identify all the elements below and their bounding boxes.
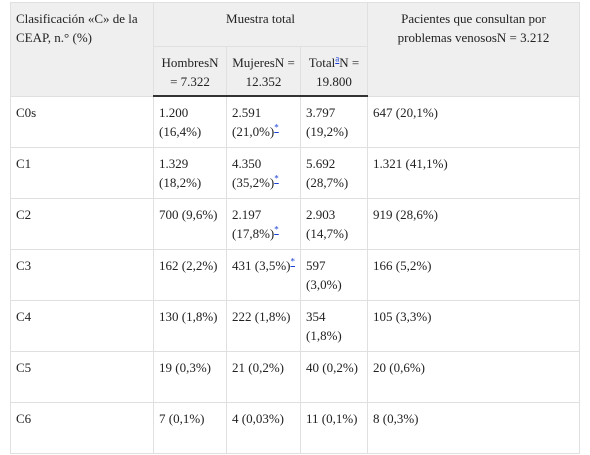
footnote-link[interactable]: * (274, 224, 279, 235)
table-cell: 647 (20,1%) (367, 95, 580, 148)
cell-text: 21 (0,2%) (232, 360, 284, 375)
header-row: HombresN = 7.322 MujeresN = 12.352 Total… (11, 46, 580, 97)
table-cell: 3.797 (19,2%) (300, 95, 368, 148)
cell-text: 919 (28,6%) (373, 207, 438, 222)
table-cell: 1.321 (41,1%) (367, 147, 580, 199)
header-cell: Clasificación «C» de la CEAP, n.° (%) (10, 2, 154, 97)
table-cell: 2.197 (17,8%)* (226, 198, 301, 250)
table-cell: 4.350 (35,2%)* (226, 147, 301, 199)
table-cell: 19 (0,3%) (153, 351, 227, 403)
footnote-link[interactable]: * (274, 122, 279, 133)
table-cell: 2.903 (14,7%) (300, 198, 368, 250)
cell-text: 105 (3,3%) (373, 309, 432, 324)
table-cell: 222 (1,8%) (226, 300, 301, 352)
cell-text: 354 (1,8%) (306, 309, 342, 343)
cell-text: 4 (0,03%) (232, 411, 284, 426)
cell-text: 5.692 (28,7%) (306, 156, 349, 190)
footnote-link[interactable]: * (290, 256, 296, 267)
header-cell: MujeresN = 12.352 (226, 46, 301, 97)
table-cell: 2.591 (21,0%)* (226, 95, 301, 148)
cell-text: 8 (0,3%) (373, 411, 419, 426)
header-text: Hombres (161, 55, 210, 70)
header-n: N = 19.800 (316, 55, 360, 89)
table-cell: 919 (28,6%) (367, 198, 580, 250)
table-cell: 5.692 (28,7%) (300, 147, 368, 199)
table-row: C1 1.329 (18,2%) 4.350 (35,2%)* 5.692 (28,7… (10, 147, 580, 199)
cell-text: 2.591 (21,0%) (232, 105, 275, 139)
cell-text: 130 (1,8%) (159, 309, 218, 324)
table-cell: 4 (0,03%) (226, 402, 301, 454)
header-cell: TotalaN = 19.800 (300, 46, 368, 97)
cell-text: 162 (2,2%) (159, 258, 218, 273)
table-cell: 1.329 (18,2%) (153, 147, 227, 199)
cell-text: 7 (0,1%) (159, 411, 205, 426)
data-table: Clasificación «C» de la CEAP, n.° (%) Mu… (10, 2, 580, 454)
row-label: C6 (10, 402, 154, 454)
header-text: Total (308, 55, 336, 70)
row-label: C2 (10, 198, 154, 250)
table-cell: 1.200 (16,4%) (153, 95, 227, 148)
footnote-link[interactable]: a (335, 53, 340, 64)
table-cell: 166 (5,2%) (367, 249, 580, 301)
cell-text: 700 (9,6%) (159, 207, 218, 222)
row-label: C5 (10, 351, 154, 403)
table-cell: 7 (0,1%) (153, 402, 227, 454)
table-row: C5 19 (0,3%) 21 (0,2%) 40 (0,2%) 20 (0,6%) (10, 351, 580, 403)
header-group: Muestra total (153, 2, 368, 47)
header-text: Mujeres (232, 55, 275, 70)
row-label: C0s (10, 95, 154, 148)
table-row: C3 162 (2,2%) 431 (3,5%)* 597 (3,0%) 166 (5,… (10, 249, 580, 301)
cell-text: 647 (20,1%) (373, 104, 438, 120)
table-row: C6 7 (0,1%) 4 (0,03%) 11 (0,1%) 8 (0,3%) (10, 402, 580, 454)
table-cell: 11 (0,1%) (300, 402, 368, 454)
table-row: C2 700 (9,6%) 2.197 (17,8%)* 2.903 (14,7%) 9… (10, 198, 580, 250)
header-n: N = 12.352 (245, 55, 295, 89)
cell-text: 40 (0,2%) (306, 360, 358, 375)
cell-text: 222 (1,8%) (232, 309, 291, 324)
header-row: Clasificación «C» de la CEAP, n.° (%) Mu… (10, 2, 580, 97)
table-cell: 130 (1,8%) (153, 300, 227, 352)
header-n: N = 7.322 (170, 55, 219, 89)
table-body: C0s 1.200 (16,4%) 2.591 (21,0%)* 3.797 (19,… (10, 95, 580, 454)
table-cell: 431 (3,5%)* (226, 249, 301, 301)
table-cell: 354 (1,8%) (300, 300, 368, 352)
table-cell: 162 (2,2%) (153, 249, 227, 301)
cell-text: 1.200 (16,4%) (159, 105, 202, 139)
table-cell: 20 (0,6%) (367, 351, 580, 403)
table-cell: 597 (3,0%) (300, 249, 368, 301)
cell-text: 1.329 (18,2%) (159, 156, 202, 190)
cell-text: 431 (3,5%) (232, 258, 291, 273)
cell-text: 11 (0,1%) (306, 411, 358, 426)
cell-text: 2.903 (14,7%) (306, 207, 349, 241)
header-cell: HombresN = 7.322 (153, 46, 227, 97)
table-row: C0s 1.200 (16,4%) 2.591 (21,0%)* 3.797 (19,… (10, 95, 580, 148)
cell-text: 166 (5,2%) (373, 258, 432, 273)
cell-text: 1.321 (41,1%) (373, 156, 448, 171)
header-text: Pacientes que consultan por problemas ve… (397, 11, 546, 45)
cell-text: 19 (0,3%) (159, 360, 211, 375)
cell-text: 4.350 (35,2%) (232, 156, 275, 190)
table-head: Clasificación «C» de la CEAP, n.° (%) Mu… (10, 2, 580, 97)
row-label: C1 (10, 147, 154, 199)
header-cell: Pacientes que consultan por problemas ve… (367, 2, 580, 97)
row-label: C4 (10, 300, 154, 352)
table-row: C4 130 (1,8%) 222 (1,8%) 354 (1,8%) 105 (3,3… (10, 300, 580, 352)
table-cell: 8 (0,3%) (367, 402, 580, 454)
cell-text: 597 (3,0%) (306, 258, 342, 292)
row-label: C3 (10, 249, 154, 301)
header-n: N = 3.212 (496, 30, 550, 45)
table-cell: 700 (9,6%) (153, 198, 227, 250)
cell-text: 20 (0,6%) (373, 360, 425, 375)
cell-text: 2.197 (17,8%) (232, 207, 275, 241)
table-cell: 40 (0,2%) (300, 351, 368, 403)
table-cell: 21 (0,2%) (226, 351, 301, 403)
footnote-link[interactable]: * (274, 173, 279, 184)
cell-text: 3.797 (19,2%) (306, 105, 349, 139)
table-cell: 105 (3,3%) (367, 300, 580, 352)
